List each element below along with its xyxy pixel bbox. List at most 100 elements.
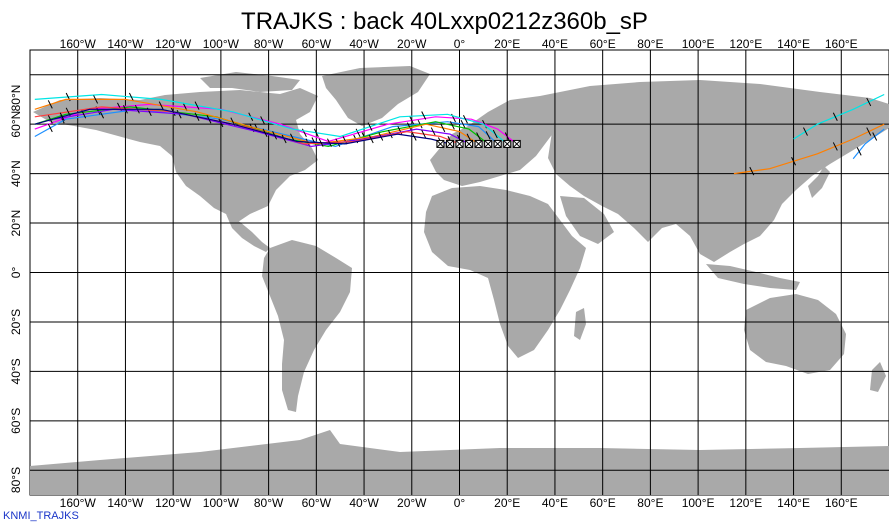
south-america: [262, 240, 352, 412]
trajectory-tick: [492, 129, 498, 139]
release-point-cross: [446, 140, 454, 148]
lon-label-top: 0°: [454, 37, 466, 51]
trajectory-tick: [59, 112, 65, 121]
trajectory-line: [53, 108, 470, 148]
lon-label-top: 20°E: [494, 37, 520, 51]
trajectory-tick: [476, 132, 482, 141]
lat-label: 40°N: [9, 160, 23, 187]
release-points: [436, 139, 521, 148]
trajectory-tick: [194, 112, 200, 121]
trajectory-tick: [367, 122, 373, 131]
trajectories: [34, 92, 885, 176]
lon-label-top: 40°E: [542, 37, 568, 51]
trajectory-tick: [832, 112, 838, 121]
longitude-labels-top: 160°W 140°W 120°W 100°W 80°W 60°W 40°W 20°W 0° 20…: [60, 37, 858, 51]
trajectory-tick: [440, 123, 446, 133]
lon-label-top: 120°W: [155, 37, 192, 51]
lat-label: 60°S: [9, 408, 23, 434]
trajectory-tick: [158, 101, 164, 110]
arctic-islands: [200, 72, 300, 92]
trajectory-tick: [463, 114, 468, 124]
trajectory-tick: [406, 122, 412, 131]
trajectory-tick: [832, 142, 838, 151]
trajectory-tick: [342, 136, 348, 145]
trajectory-tick: [122, 105, 128, 114]
trajectory-tick: [262, 128, 268, 138]
greenland: [322, 66, 430, 126]
trajectory-line: [34, 108, 451, 145]
trajectory-tick: [378, 132, 384, 141]
trajectory-tick: [47, 100, 53, 109]
release-point-cross: [437, 140, 444, 148]
trajectory-tick: [47, 114, 53, 124]
trajectory-tick: [368, 134, 374, 144]
lon-label-top: 140°E: [777, 37, 810, 51]
trajectory-tick: [803, 127, 808, 136]
lat-label: 20°N: [9, 210, 23, 237]
lat-label: 0°: [9, 267, 23, 279]
release-point-cross: [465, 140, 473, 148]
lon-label-top: 60°E: [590, 37, 616, 51]
lon-label-bottom: 60°W: [302, 496, 332, 510]
arabian-peninsula: [560, 196, 614, 244]
graticule: [30, 50, 889, 495]
trajectory-line: [733, 123, 885, 175]
trajectory-tick: [260, 116, 266, 125]
map-title: TRAJKS : back 40Lxxp0212z360b_sP: [241, 8, 648, 35]
lon-label-top: 160°E: [825, 37, 858, 51]
lon-label-bottom: 60°E: [590, 496, 616, 510]
latitude-labels: 80°N60°N 40°N 20°N 0° 20°S 40°S 60°S 80°S: [9, 85, 23, 493]
lon-label-bottom: 20°E: [494, 496, 520, 510]
lon-label-bottom: 160°W: [60, 496, 97, 510]
lon-label-bottom: 80°W: [254, 496, 284, 510]
lon-label-top: 100°E: [682, 37, 715, 51]
release-point-cross: [484, 140, 492, 148]
lon-label-top: 80°E: [637, 37, 663, 51]
lat-label: 20°S: [9, 309, 23, 335]
lon-label-bottom: 80°E: [637, 496, 663, 510]
lon-label-bottom: 40°W: [349, 496, 379, 510]
trajectory-tick: [485, 131, 491, 140]
lon-label-bottom: 120°W: [155, 496, 192, 510]
lon-label-top: 100°W: [203, 37, 240, 51]
trajectory-tick: [749, 166, 755, 176]
lon-label-bottom: 140°E: [777, 496, 810, 510]
indonesia: [706, 264, 800, 290]
trajectory-tick: [318, 138, 324, 147]
trajectory-tick: [313, 128, 319, 138]
trajectory-tick: [128, 92, 134, 102]
release-point-cross: [456, 140, 463, 148]
lon-label-bottom: 100°E: [682, 496, 715, 510]
trajectory-tick: [866, 97, 872, 107]
lon-label-bottom: 100°W: [203, 496, 240, 510]
credit-label: KNMI_TRAJKS: [3, 510, 79, 522]
trajectory-tick: [856, 147, 862, 156]
lon-label-bottom: 160°E: [825, 496, 858, 510]
release-point-cross: [475, 140, 482, 148]
trajectory-line: [852, 128, 885, 160]
trajectory-tick: [421, 129, 427, 139]
trajectory-tick: [409, 116, 415, 125]
lat-label: 80°N: [9, 85, 23, 112]
lon-label-bottom: 20°W: [397, 496, 427, 510]
lon-label-bottom: 120°E: [729, 496, 762, 510]
trajectory-tick: [449, 121, 455, 130]
trajectory-tick: [791, 157, 797, 166]
trajectory-tick: [872, 132, 878, 141]
trajectory-tick: [281, 134, 287, 144]
trajectory-tick: [355, 128, 361, 138]
trajectory-tick: [504, 132, 510, 141]
lon-label-top: 120°E: [729, 37, 762, 51]
release-point-cross: [494, 140, 502, 148]
longitude-labels-bottom: 160°W 140°W 120°W 100°W 80°W 60°W 40°W 20°W 0° 20…: [60, 496, 858, 510]
lat-label: 60°N: [9, 111, 23, 138]
lon-label-bottom: 0°: [454, 496, 466, 510]
new-zealand: [870, 362, 886, 392]
trajectory-tick: [421, 111, 427, 120]
trajectory-tick: [460, 119, 466, 129]
trajectory-tick: [218, 118, 224, 128]
australia: [744, 294, 846, 374]
lon-label-top: 140°W: [107, 37, 144, 51]
asia: [540, 80, 889, 262]
